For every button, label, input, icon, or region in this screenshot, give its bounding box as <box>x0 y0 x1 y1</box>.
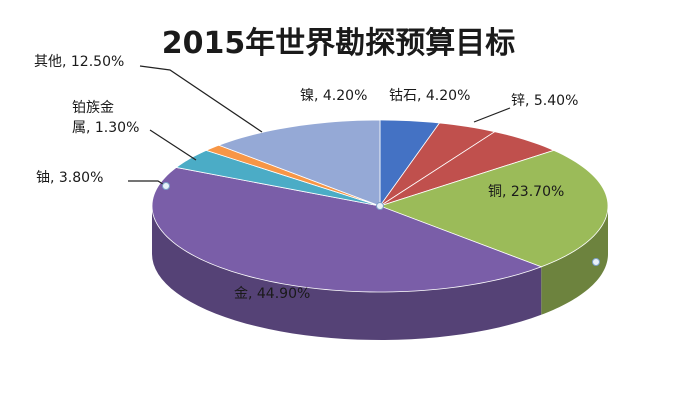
leader-line-铂族金属 <box>149 129 197 161</box>
pie-side-金 <box>152 206 542 340</box>
data-label-铜: 铜, 23.70% <box>488 184 564 200</box>
data-label-钴石: 钴石, 4.20% <box>389 88 470 104</box>
pie-slice-钴石 <box>379 122 496 207</box>
selection-handle <box>376 202 384 210</box>
data-label-金: 金, 44.90% <box>234 286 310 302</box>
pie-side-铜 <box>541 206 608 315</box>
data-label-其他: 其他, 12.50% <box>34 54 124 70</box>
data-labels: 镍, 4.20% 钴石, 4.20% 锌, 5.40% 铜, 23.70% 金, 44.… <box>34 54 578 302</box>
leader-lines <box>128 65 600 266</box>
pie-slice-金 <box>151 167 543 293</box>
pie-slice-其他 <box>217 119 381 207</box>
pie-slice-铜 <box>378 149 609 268</box>
pie-slices <box>151 119 609 293</box>
leader-line-锌 <box>473 107 511 123</box>
leader-line-其他 <box>139 65 263 133</box>
data-label-铂族金属: 铂族金属, 1.30% <box>72 100 139 136</box>
pie-slice-镍 <box>379 119 441 208</box>
pie-sides <box>152 206 608 340</box>
pie-slice-锌 <box>379 131 555 207</box>
pie-slice-铂族金属 <box>205 144 381 207</box>
data-label-锌: 锌, 5.40% <box>511 93 578 109</box>
data-label-铀: 铀, 3.80% <box>36 170 103 186</box>
chart-title: 2015年世界勘探预算目标 <box>161 26 516 61</box>
data-label-镍: 镍, 4.20% <box>300 88 367 104</box>
selection-handle <box>592 258 600 266</box>
pie-slice-铀 <box>175 149 381 207</box>
selection-handle <box>162 182 170 190</box>
